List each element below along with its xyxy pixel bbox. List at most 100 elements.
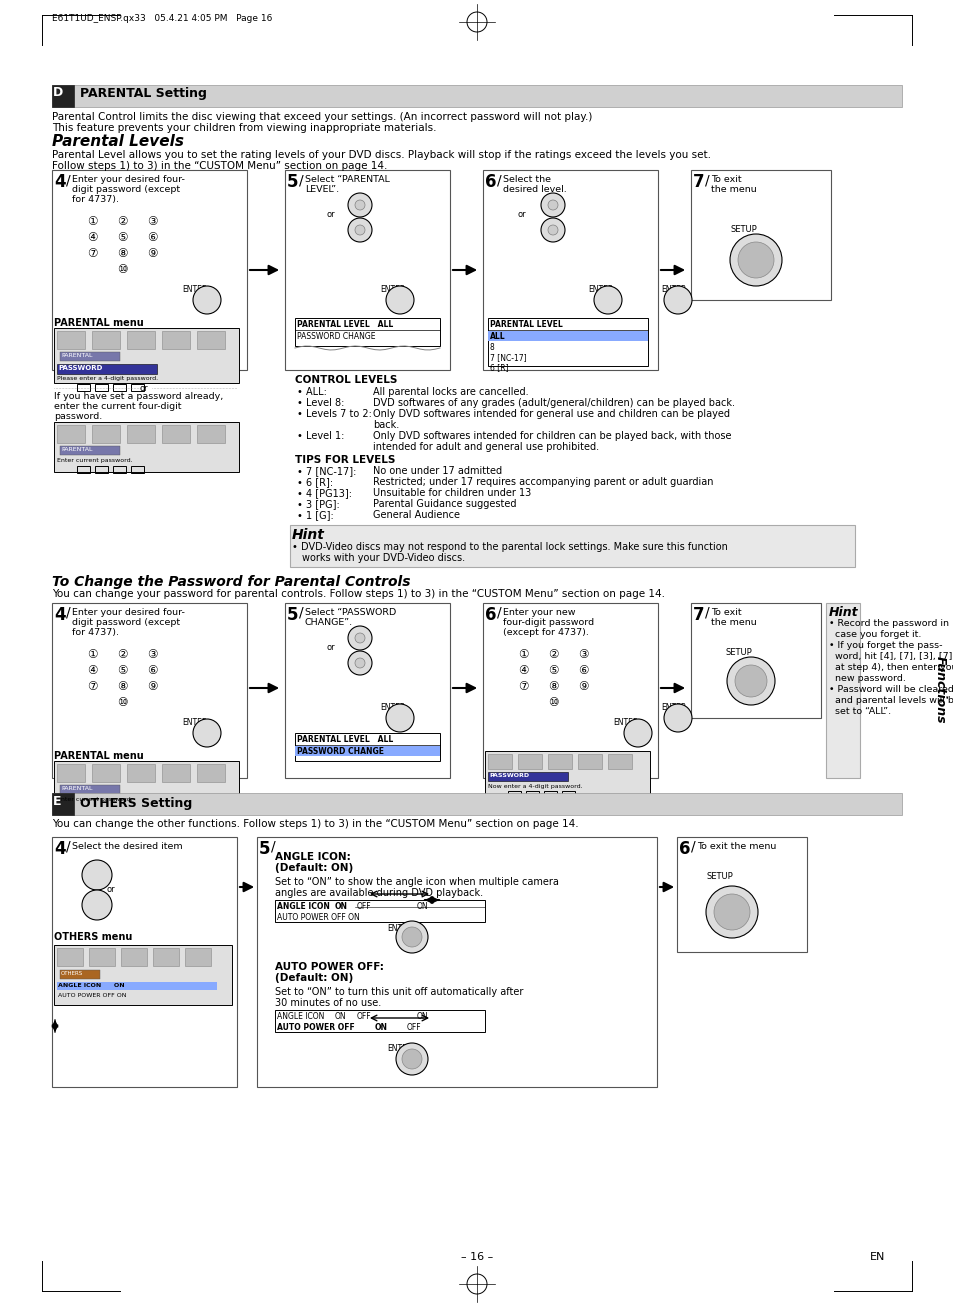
Text: and parental levels will be: and parental levels will be: [828, 696, 953, 705]
Circle shape: [401, 1049, 421, 1070]
Text: 6: 6: [484, 172, 496, 191]
Text: PARENTAL: PARENTAL: [61, 353, 92, 358]
Text: SETUP: SETUP: [725, 648, 752, 657]
Bar: [112, 384, 126, 390]
Text: the menu: the menu: [710, 618, 756, 627]
Text: for 4737).: for 4737).: [71, 628, 119, 637]
Bar: [57, 764, 85, 782]
Text: Select the desired item: Select the desired item: [71, 842, 182, 852]
Text: or: or: [327, 210, 335, 219]
Text: You can change the other functions. Follow steps 1) to 3) in the “CUSTOM Menu” s: You can change the other functions. Foll…: [52, 819, 578, 829]
Text: • ALL:: • ALL:: [296, 387, 327, 397]
Text: for 4737).: for 4737).: [71, 195, 119, 204]
Bar: [127, 424, 154, 443]
Bar: [162, 330, 190, 349]
Text: This feature prevents your children from viewing inappropriate materials.: This feature prevents your children from…: [52, 123, 436, 133]
Text: ENTER: ENTER: [660, 285, 685, 294]
Text: OTHERS Setting: OTHERS Setting: [80, 797, 193, 810]
Bar: [285, 170, 450, 370]
Text: ⑤: ⑤: [117, 231, 128, 244]
Text: ①: ①: [517, 648, 528, 661]
Text: Enter current password.: Enter current password.: [57, 458, 132, 464]
Text: • Level 1:: • Level 1:: [296, 431, 344, 441]
Circle shape: [348, 650, 372, 675]
Bar: [196, 764, 225, 782]
Bar: [91, 330, 120, 349]
Circle shape: [395, 921, 428, 953]
Text: /: /: [497, 606, 501, 620]
Text: Only DVD softwares intended for general use and children can be played: Only DVD softwares intended for general …: [373, 409, 729, 419]
Bar: [52, 793, 901, 815]
Bar: [690, 603, 821, 718]
Text: E: E: [53, 795, 61, 808]
Bar: [60, 353, 120, 360]
Bar: [54, 328, 239, 383]
Bar: [825, 603, 859, 778]
Text: new password.: new password.: [828, 674, 905, 683]
Text: ON: ON: [416, 1012, 428, 1021]
Text: 6 [R]: 6 [R]: [490, 363, 508, 372]
Text: PASSWORD: PASSWORD: [489, 773, 529, 778]
Bar: [256, 837, 657, 1087]
Bar: [127, 764, 154, 782]
Text: 7 [NC-17]: 7 [NC-17]: [490, 353, 526, 362]
Text: or: or: [517, 210, 526, 219]
Bar: [561, 791, 575, 797]
Text: • Password will be cleared: • Password will be cleared: [828, 686, 953, 693]
Text: PARENTAL Setting: PARENTAL Setting: [80, 88, 207, 101]
Bar: [677, 837, 806, 952]
Text: ⑤: ⑤: [547, 663, 558, 677]
Circle shape: [734, 665, 766, 697]
Text: ON: ON: [416, 902, 428, 912]
Text: ⑩: ⑩: [117, 263, 128, 276]
Bar: [131, 384, 144, 390]
Text: ⑦: ⑦: [517, 680, 528, 693]
Text: ⑥: ⑥: [578, 663, 588, 677]
Text: four-digit password: four-digit password: [502, 618, 594, 627]
Circle shape: [401, 927, 421, 947]
Bar: [77, 384, 90, 390]
Text: • 7 [NC-17]:: • 7 [NC-17]:: [296, 466, 356, 475]
Text: Parental Control limits the disc viewing that exceed your settings. (An incorrec: Parental Control limits the disc viewing…: [52, 112, 592, 121]
Text: ④: ④: [87, 231, 97, 244]
Bar: [121, 948, 147, 966]
Text: (except for 4737).: (except for 4737).: [502, 628, 588, 637]
Circle shape: [355, 633, 365, 643]
Circle shape: [594, 286, 621, 313]
Circle shape: [547, 225, 558, 235]
Text: TIPS FOR LEVELS: TIPS FOR LEVELS: [294, 454, 395, 465]
Bar: [60, 447, 120, 454]
Text: ON: ON: [375, 1023, 388, 1032]
Bar: [162, 424, 190, 443]
Bar: [488, 772, 567, 781]
Text: enter the current four-digit: enter the current four-digit: [54, 402, 181, 411]
Text: 5: 5: [287, 172, 298, 191]
Text: works with your DVD-Video discs.: works with your DVD-Video discs.: [302, 552, 465, 563]
Circle shape: [348, 193, 372, 217]
Text: ANGLE ICON: ANGLE ICON: [276, 902, 330, 912]
Text: Unsuitable for children under 13: Unsuitable for children under 13: [373, 488, 531, 498]
Circle shape: [729, 234, 781, 286]
Text: PARENTAL menu: PARENTAL menu: [54, 751, 144, 761]
Circle shape: [540, 193, 564, 217]
Bar: [547, 754, 572, 769]
Text: /: /: [690, 840, 695, 854]
Text: Parental Levels: Parental Levels: [52, 135, 184, 149]
Text: Enter current password.: Enter current password.: [57, 797, 132, 802]
Bar: [131, 466, 144, 473]
Text: OFF: OFF: [356, 902, 372, 912]
Text: • Level 8:: • Level 8:: [296, 398, 344, 407]
Bar: [294, 733, 439, 761]
Circle shape: [386, 704, 414, 731]
Text: ④: ④: [87, 663, 97, 677]
Text: OTHERS menu: OTHERS menu: [54, 932, 132, 942]
Polygon shape: [89, 861, 105, 868]
Text: PARENTAL: PARENTAL: [61, 786, 92, 791]
Bar: [484, 751, 649, 795]
Text: AUTO POWER OFF ON: AUTO POWER OFF ON: [276, 913, 359, 922]
Text: /: /: [704, 606, 709, 620]
Text: PASSWORD CHANGE: PASSWORD CHANGE: [296, 332, 375, 341]
Text: To exit: To exit: [710, 175, 740, 184]
Circle shape: [547, 200, 558, 210]
Text: ⑧: ⑧: [547, 680, 558, 693]
